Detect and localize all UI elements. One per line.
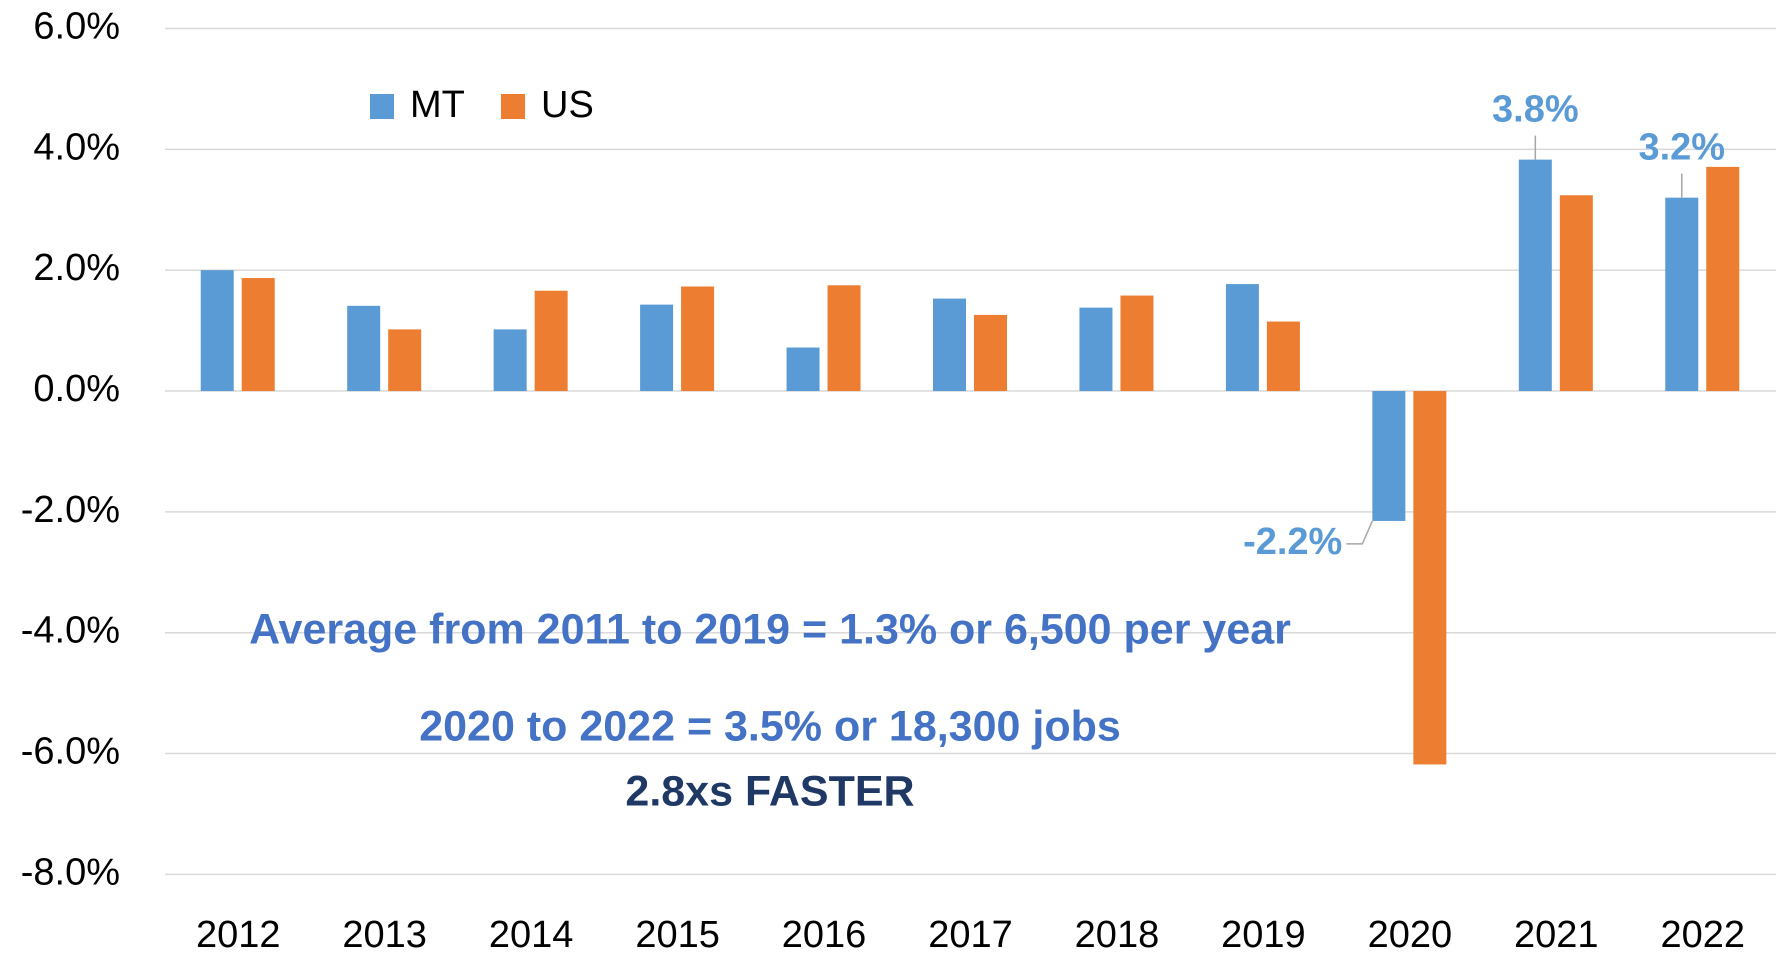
x-tick-label: 2018 [1075, 914, 1160, 955]
y-tick-label: -4.0% [21, 610, 120, 652]
x-tick-label: 2016 [782, 914, 867, 955]
leader-line [1346, 520, 1374, 545]
bar [1266, 321, 1300, 392]
bar [1120, 295, 1154, 392]
data-label: 3.2% [1638, 127, 1725, 169]
x-tick-label: 2015 [635, 914, 720, 955]
bar [786, 347, 820, 392]
bar [347, 305, 381, 392]
y-tick-label: -8.0% [21, 851, 120, 893]
bar [1372, 391, 1406, 521]
y-tick-label: 4.0% [33, 126, 120, 168]
y-tick-label: 0.0% [33, 368, 120, 410]
bar [681, 286, 715, 392]
x-tick-label: 2012 [196, 914, 281, 955]
x-tick-label: 2020 [1368, 914, 1453, 955]
bar [827, 285, 861, 392]
x-tick-label: 2022 [1660, 914, 1745, 955]
y-tick-label: -6.0% [21, 731, 120, 773]
bar [1665, 197, 1699, 392]
legend-label: MT [410, 84, 465, 126]
bar [1706, 166, 1740, 392]
y-tick-label: 2.0% [33, 247, 120, 289]
bar [241, 278, 275, 392]
bar [1559, 195, 1593, 392]
y-tick-label: -2.0% [21, 489, 120, 531]
data-label: 3.8% [1492, 89, 1579, 131]
x-tick-label: 2017 [928, 914, 1013, 955]
legend-label: US [541, 84, 594, 126]
bar [200, 270, 234, 392]
y-tick-label: 6.0% [33, 6, 120, 48]
legend-swatch [501, 94, 525, 119]
x-tick-label: 2019 [1221, 914, 1306, 955]
bar [1413, 391, 1447, 765]
bar [933, 298, 966, 392]
bar [1225, 284, 1259, 392]
bar [640, 304, 674, 392]
bar [388, 329, 422, 392]
bar [534, 290, 568, 392]
annotation: 2.8xs FASTER [625, 767, 914, 815]
annotation: Average from 2011 to 2019 = 1.3% or 6,50… [249, 605, 1291, 653]
x-tick-label: 2014 [489, 914, 574, 955]
x-tick-label: 2021 [1514, 914, 1599, 955]
bar [974, 314, 1007, 392]
x-tick-label: 2013 [342, 914, 427, 955]
legend-swatch [370, 94, 394, 119]
bar [493, 329, 527, 392]
data-label: -2.2% [1243, 521, 1342, 563]
bar [1518, 159, 1552, 392]
bar [1079, 307, 1113, 392]
annotation: 2020 to 2022 = 3.5% or 18,300 jobs [419, 702, 1121, 750]
